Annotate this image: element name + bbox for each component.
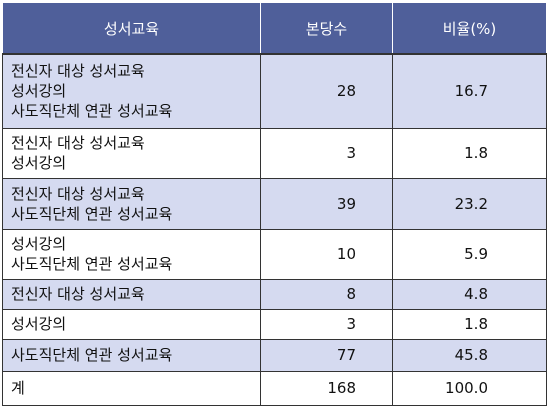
label-line: 사도직단체 연관 성서교육 — [11, 102, 173, 121]
label-line: 전신자 대상 성서교육 — [11, 285, 145, 303]
row-label: 전신자 대상 성서교육 성서강의 — [2, 127, 261, 179]
header-row: 성서교육 본당수 비율(%) — [2, 2, 547, 55]
row-ratio: 1.8 — [392, 308, 547, 340]
label-line: 사도직단체 연관 성서교육 — [11, 346, 173, 364]
education-table: 성서교육 본당수 비율(%) 전신자 대상 성서교육 성서강의 사도직단체 연관… — [2, 2, 547, 406]
row-count: 39 — [260, 177, 393, 230]
row-ratio: 23.2 — [392, 177, 547, 230]
row-count: 10 — [260, 228, 393, 280]
header-count: 본당수 — [260, 2, 393, 55]
row-label: 성서강의 — [2, 308, 261, 340]
label-line: 성서강의 — [11, 315, 67, 333]
table-row: 성서강의 3 1.8 — [2, 308, 547, 340]
table-row: 전신자 대상 성서교육 8 4.8 — [2, 278, 547, 310]
total-row: 계 168 100.0 — [2, 370, 547, 406]
label-line: 성서강의 — [11, 82, 67, 101]
table-row: 전신자 대상 성서교육 사도직단체 연관 성서교육 39 23.2 — [2, 177, 547, 230]
row-label: 사도직단체 연관 성서교육 — [2, 338, 261, 372]
row-ratio: 4.8 — [392, 278, 547, 310]
row-count: 77 — [260, 338, 393, 372]
row-count: 3 — [260, 127, 393, 179]
row-label: 전신자 대상 성서교육 사도직단체 연관 성서교육 — [2, 177, 261, 230]
row-count: 28 — [260, 53, 393, 129]
row-label: 전신자 대상 성서교육 — [2, 278, 261, 310]
row-label: 성서강의 사도직단체 연관 성서교육 — [2, 228, 261, 280]
row-label: 전신자 대상 성서교육 성서강의 사도직단체 연관 성서교육 — [2, 53, 261, 129]
label-line: 전신자 대상 성서교육 — [11, 184, 145, 203]
header-ratio: 비율(%) — [392, 2, 547, 55]
total-ratio: 100.0 — [392, 370, 547, 406]
label-line: 전신자 대상 성서교육 — [11, 134, 145, 152]
label-line: 성서강의 — [11, 154, 67, 172]
row-ratio: 45.8 — [392, 338, 547, 372]
table-container: 성서교육 본당수 비율(%) 전신자 대상 성서교육 성서강의 사도직단체 연관… — [2, 2, 547, 407]
header-category: 성서교육 — [2, 2, 261, 55]
label-line: 성서강의 — [11, 235, 67, 253]
table-row: 전신자 대상 성서교육 성서강의 사도직단체 연관 성서교육 28 16.7 — [2, 53, 547, 129]
total-count: 168 — [260, 370, 393, 406]
row-ratio: 5.9 — [392, 228, 547, 280]
table-row: 전신자 대상 성서교육 성서강의 3 1.8 — [2, 127, 547, 179]
label-line: 사도직단체 연관 성서교육 — [11, 204, 173, 223]
total-label: 계 — [2, 370, 261, 406]
table-row: 성서강의 사도직단체 연관 성서교육 10 5.9 — [2, 228, 547, 280]
row-count: 8 — [260, 278, 393, 310]
row-ratio: 16.7 — [392, 53, 547, 129]
label-line: 전신자 대상 성서교육 — [11, 62, 145, 81]
label-line: 사도직단체 연관 성서교육 — [11, 255, 173, 273]
table-row: 사도직단체 연관 성서교육 77 45.8 — [2, 338, 547, 372]
row-ratio: 1.8 — [392, 127, 547, 179]
row-count: 3 — [260, 308, 393, 340]
